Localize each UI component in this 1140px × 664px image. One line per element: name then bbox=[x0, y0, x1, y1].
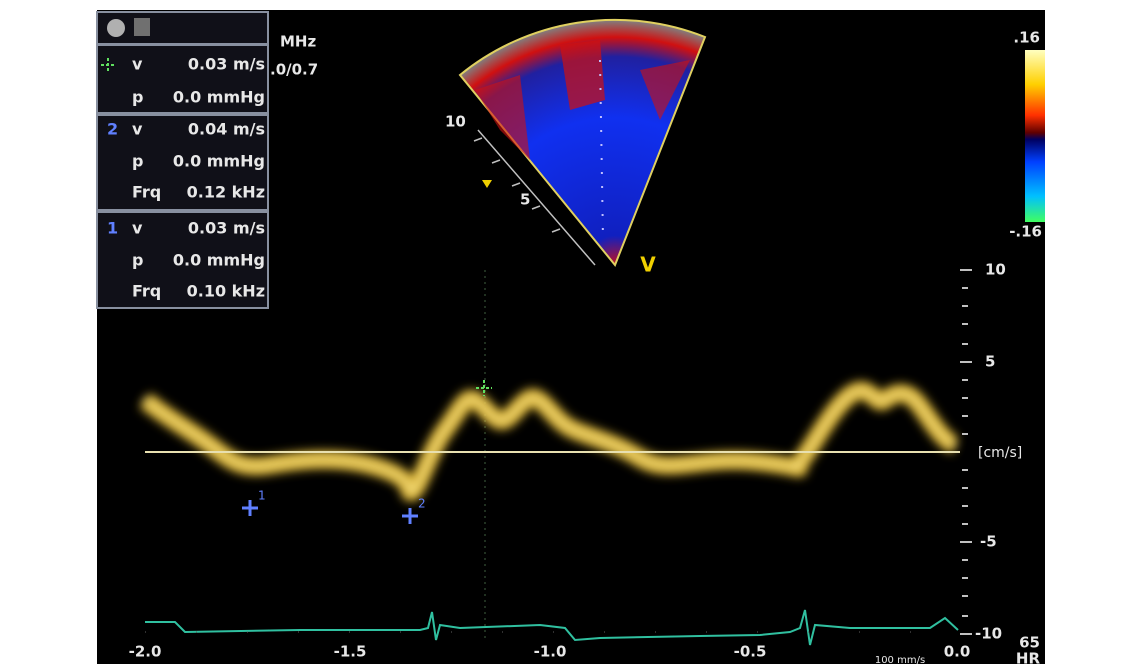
icon bbox=[134, 18, 150, 36]
value: 0.0 mmHg bbox=[173, 88, 265, 107]
label: Frq bbox=[132, 183, 161, 202]
color-flow bbox=[640, 60, 690, 120]
frequency-unit: MHz bbox=[280, 33, 316, 51]
icon bbox=[107, 19, 125, 37]
label: v bbox=[132, 55, 143, 74]
time-tick: -1.0 bbox=[534, 643, 567, 661]
measurement-box bbox=[96, 211, 269, 309]
scale-max: .16 bbox=[1013, 29, 1040, 47]
doppler-envelope bbox=[143, 388, 956, 495]
sweep-speed: 100 mm/s bbox=[875, 655, 925, 664]
heart-rate-label: HR bbox=[1016, 650, 1041, 664]
scale-min: -.16 bbox=[1009, 223, 1042, 241]
measurement-panel: v 0.03 m/s p 0.0 mmHg 2 v 0.04 m/s p 0.0… bbox=[96, 11, 269, 309]
color-flow bbox=[560, 40, 605, 110]
value: 0.0 mmHg bbox=[173, 251, 265, 270]
minor-ticks bbox=[962, 287, 968, 617]
view-label: V bbox=[640, 253, 656, 277]
label: Frq bbox=[132, 282, 161, 301]
time-tick: -1.5 bbox=[334, 643, 367, 661]
sector bbox=[458, 18, 707, 267]
time-tick: 0.0 bbox=[944, 643, 971, 661]
depth-label: 10 bbox=[445, 113, 466, 131]
value: 0.12 kHz bbox=[187, 183, 265, 202]
velocity-scale bbox=[960, 269, 972, 635]
label: v bbox=[132, 120, 143, 139]
time-tick: -0.5 bbox=[734, 643, 767, 661]
value: 0.04 m/s bbox=[188, 120, 265, 139]
label: v bbox=[132, 219, 143, 238]
marker-cross bbox=[242, 500, 258, 516]
time-tick: -2.0 bbox=[129, 643, 162, 661]
value: 0.03 m/s bbox=[188, 55, 265, 74]
marker-label: 1 bbox=[258, 489, 266, 503]
velocity-tick: -5 bbox=[980, 533, 997, 551]
marker-icon bbox=[101, 58, 115, 72]
velocity-tick: 5 bbox=[985, 353, 995, 371]
focus-marker bbox=[482, 180, 492, 188]
measurement-box bbox=[96, 114, 269, 211]
marker-number: 2 bbox=[107, 120, 118, 139]
velocity-tick: -10 bbox=[975, 625, 1002, 643]
measurement-box bbox=[96, 44, 269, 114]
depth-scale bbox=[473, 129, 596, 266]
ecg-trace bbox=[145, 609, 959, 646]
label: p bbox=[132, 88, 143, 107]
heart-rate: 65 bbox=[1019, 634, 1040, 652]
color-flow bbox=[475, 75, 530, 160]
label: p bbox=[132, 152, 143, 171]
color-doppler-sector bbox=[458, 18, 707, 267]
velocity-unit: [cm/s] bbox=[978, 445, 1022, 461]
marker-label: 2 bbox=[418, 497, 426, 511]
marker-number: 1 bbox=[107, 219, 118, 238]
marker-cross bbox=[476, 380, 492, 396]
value: 0.03 m/s bbox=[188, 219, 265, 238]
velocity-tick: 10 bbox=[985, 261, 1006, 279]
color-bar bbox=[1025, 50, 1045, 222]
marker-cross bbox=[402, 508, 418, 524]
label: p bbox=[132, 251, 143, 270]
depth-label: 5 bbox=[520, 191, 530, 209]
value: 0.0 mmHg bbox=[173, 152, 265, 171]
panel-header bbox=[96, 11, 269, 45]
probe-setting: .0/0.7 bbox=[270, 61, 318, 79]
value: 0.10 kHz bbox=[187, 282, 265, 301]
